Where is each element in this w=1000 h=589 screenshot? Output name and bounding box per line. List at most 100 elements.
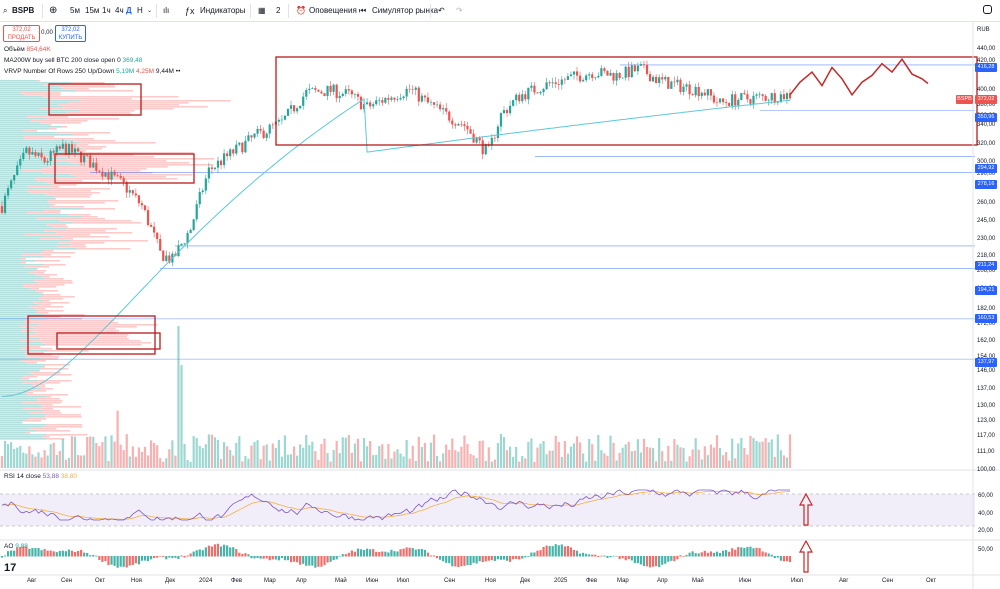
time-axis-label: 2025	[554, 578, 568, 584]
alert-clock-icon[interactable]: ⏰	[296, 6, 306, 15]
vrvp-up-row	[0, 380, 38, 382]
ao-bar	[627, 556, 630, 560]
candle-body	[22, 152, 25, 160]
indicators-button[interactable]: Индикаторы	[200, 6, 246, 15]
ao-bar	[201, 550, 204, 557]
interval-1h[interactable]: 1ч	[102, 6, 111, 15]
price-axis-label: 130,00	[977, 403, 996, 409]
vrvp-down-row	[25, 356, 60, 358]
vrvp-down-row	[20, 92, 61, 94]
candles-style-icon[interactable]: ılı	[163, 6, 170, 15]
symbol-button[interactable]: BSPB	[12, 6, 35, 15]
candle-body	[752, 95, 755, 104]
vrvp-up-row	[0, 210, 45, 212]
layout-grid-icon[interactable]: ▦	[258, 6, 266, 15]
chevron-down-icon[interactable]: ⌄	[147, 8, 153, 14]
volume-bar	[52, 442, 55, 468]
fullscreen-icon[interactable]	[983, 5, 992, 14]
volume-bar	[213, 437, 217, 468]
interval-day-active[interactable]: Д	[126, 6, 132, 15]
ao-legend[interactable]: AO 9,88	[4, 543, 28, 550]
ao-bar	[463, 556, 466, 566]
currency-label[interactable]: RUB	[977, 27, 990, 33]
ao-bar	[457, 556, 460, 568]
ma200w-line	[1, 98, 791, 397]
candle-body	[347, 89, 350, 91]
ao-bar	[16, 547, 19, 557]
vrvp-up-row	[0, 244, 71, 246]
replay-button[interactable]: Симулятор рынка	[372, 6, 439, 15]
vrvp-up-row	[0, 102, 69, 104]
candle-body	[180, 243, 183, 246]
vrvp-legend[interactable]: VRVP Number Of Rows 250 Up/Down 5,19M 4,…	[4, 68, 180, 75]
rsi-legend[interactable]: RSI 14 close 53,88 38,80	[4, 473, 77, 480]
vrvp-up-row	[0, 184, 52, 186]
volume-legend[interactable]: Объём 854,64K	[4, 46, 51, 53]
volume-bar	[405, 440, 408, 468]
layout-count[interactable]: 2	[276, 6, 281, 15]
interval-15m[interactable]: 15м	[85, 6, 100, 15]
volume-bar	[186, 459, 189, 468]
ao-bar	[405, 547, 408, 557]
compare-add-icon[interactable]: ⊕	[49, 5, 58, 16]
candle-body	[253, 133, 256, 138]
time-axis-label: Май	[692, 578, 704, 584]
candle-body	[140, 203, 144, 206]
ao-bar	[676, 556, 679, 560]
ma-legend-value: 369,48	[122, 57, 143, 64]
volume-bar	[715, 435, 719, 468]
vrvp-down-row	[45, 194, 92, 196]
candle-body	[238, 142, 241, 145]
vrvp-up-row	[0, 282, 38, 284]
volume-bar	[168, 449, 171, 468]
vrvp-down-row	[23, 376, 38, 378]
ao-bar	[779, 556, 782, 561]
volume-bar	[250, 445, 253, 468]
vrvp-up-row	[0, 322, 24, 324]
candle-body	[749, 99, 752, 104]
symbol-search-icon[interactable]: ⌕	[3, 6, 8, 15]
volume-bar	[256, 440, 259, 468]
volume-bar	[98, 446, 101, 468]
vrvp-up-row	[0, 158, 67, 160]
candle-body	[92, 162, 95, 168]
vrvp-down-row	[72, 140, 116, 142]
interval-4h[interactable]: 4ч	[115, 6, 124, 15]
volume-bar	[585, 461, 588, 468]
ao-axis-50: 50,00	[978, 547, 994, 553]
candle-body	[609, 72, 612, 76]
interval-5m[interactable]: 5м	[70, 6, 80, 15]
volume-bar	[223, 442, 226, 468]
vrvp-up-row	[0, 162, 71, 164]
sell-button[interactable]: 372,02 ПРОДАТЬ	[3, 25, 40, 42]
vrvp-up-row	[0, 428, 29, 430]
volume-bar	[490, 461, 493, 468]
redo-icon[interactable]: ↷	[456, 6, 463, 15]
vrvp-down-row	[26, 116, 69, 118]
candle-body	[706, 89, 709, 96]
candle-body	[463, 124, 466, 126]
volume-bar	[305, 434, 308, 468]
candle-body	[223, 153, 226, 166]
candle-body	[420, 95, 423, 102]
undo-icon[interactable]: ↶	[438, 6, 445, 15]
ao-bar	[563, 546, 566, 557]
alerts-button[interactable]: Оповещения	[309, 6, 357, 15]
vrvp-up-row	[0, 386, 33, 388]
vrvp-up-row	[0, 170, 22, 172]
indicators-icon[interactable]: ƒx	[185, 6, 195, 16]
vrvp-up-row	[0, 388, 42, 390]
volume-bar	[268, 460, 271, 468]
volume-bar	[725, 452, 728, 468]
volume-bar	[162, 461, 165, 468]
candle-body	[740, 93, 743, 100]
more-dots-icon[interactable]: ••	[175, 68, 181, 75]
interval-week[interactable]: Н	[137, 6, 143, 15]
vrvp-up-row	[0, 100, 81, 102]
buy-button[interactable]: 372,02 КУПИТЬ	[55, 25, 86, 42]
vrvp-down-row	[44, 344, 142, 346]
ma-legend[interactable]: MA200W buy sell BTC 200 close open 0 369…	[4, 57, 142, 64]
replay-rewind-icon[interactable]: ⏮	[359, 6, 367, 15]
vrvp-up-value: 5,19M	[116, 68, 135, 75]
